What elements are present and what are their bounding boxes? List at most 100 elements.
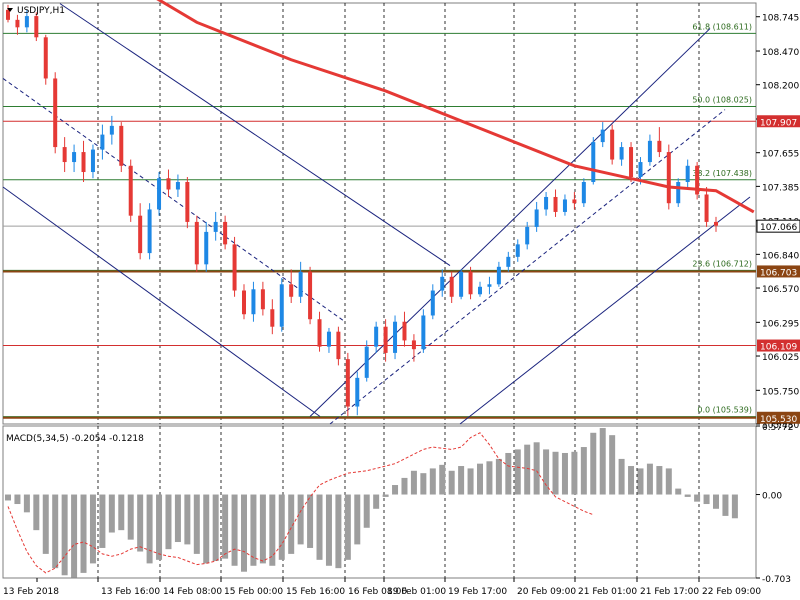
y-tick-label: 108.470 — [762, 48, 799, 58]
macd-histogram-bar — [731, 494, 738, 519]
macd-histogram-bar — [410, 470, 417, 495]
macd-histogram-bar — [703, 494, 710, 505]
macd-histogram-bar — [156, 494, 163, 560]
channel-line — [2, 186, 321, 417]
bear-candle-body — [572, 199, 577, 204]
macd-histogram-bar — [665, 468, 672, 495]
macd-histogram-bar — [278, 494, 285, 560]
candlestick-series — [6, 4, 718, 417]
y-tick-label: 106.025 — [762, 353, 799, 363]
bull-candle-body — [421, 315, 426, 350]
macd-histogram-bar — [23, 494, 30, 513]
macd-histogram-bar — [694, 494, 701, 502]
bull-candle-body — [430, 290, 435, 316]
bull-candle-body — [374, 326, 379, 347]
bear-candle-body — [34, 16, 39, 38]
bear-candle-body — [62, 147, 67, 163]
fib-level-label: 23.6 (106.712) — [692, 259, 752, 268]
moving-average-series — [156, 0, 755, 214]
macd-histogram-bar — [80, 494, 87, 573]
fib-level-label: 50.0 (108.025) — [692, 96, 752, 105]
y-tick-label: 107.655 — [762, 150, 799, 160]
macd-histogram-bar — [222, 494, 229, 559]
bear-candle-body — [336, 331, 341, 360]
macd-histogram-bar — [297, 494, 304, 545]
y-tick-label: 105.480 — [762, 421, 799, 431]
macd-histogram-bar — [505, 452, 512, 495]
macd-histogram-bar — [165, 494, 172, 550]
macd-histogram-bar — [486, 461, 493, 495]
macd-histogram-bar — [571, 451, 578, 495]
macd-histogram-bar — [354, 494, 361, 545]
macd-signal-line — [7, 432, 594, 574]
x-tick-label: 13 Feb 16:00 — [101, 587, 160, 597]
bull-candle-body — [638, 162, 643, 178]
x-tick-label: 14 Feb 08:00 — [163, 587, 222, 597]
macd-histogram-bar — [477, 463, 483, 495]
bull-candle-body — [364, 346, 369, 378]
macd-histogram-bar — [401, 477, 408, 495]
bull-candle-body — [326, 331, 331, 347]
bear-candle-body — [138, 215, 143, 254]
bear-candle-body — [242, 290, 246, 315]
macd-histogram-bar — [392, 485, 399, 495]
bull-candle-body — [100, 134, 105, 150]
x-tick-label: 21 Feb 17:00 — [640, 587, 699, 597]
price-tag-label: 106.109 — [760, 343, 797, 353]
bear-candle-body — [53, 78, 58, 148]
bull-candle-body — [204, 231, 209, 265]
bull-candle-body — [487, 284, 492, 287]
bull-candle-body — [213, 221, 218, 232]
macd-histogram-bar — [250, 494, 257, 566]
macd-histogram-bar — [675, 488, 682, 495]
bear-candle-body — [449, 276, 454, 297]
bear-candle-body — [704, 194, 709, 222]
bear-candle-body — [629, 147, 634, 178]
macd-histogram-bar — [14, 494, 21, 505]
x-tick-label: 15 Feb 16:00 — [286, 587, 345, 597]
macd-histogram-bar — [609, 435, 616, 495]
y-tick-label: 107.385 — [762, 183, 799, 193]
bear-candle-body — [166, 178, 171, 190]
macd-histogram-bar — [174, 494, 181, 543]
macd-histogram-bar — [193, 494, 200, 554]
bear-candle-body — [81, 152, 86, 173]
bull-candle-body — [459, 271, 464, 297]
macd-panel-border — [2, 425, 757, 579]
bull-candle-body — [600, 129, 605, 143]
bull-candle-body — [525, 226, 530, 245]
bull-candle-body — [647, 140, 652, 163]
macd-histogram-bar — [467, 468, 474, 495]
channel-line — [309, 28, 711, 417]
bear-candle-body — [610, 129, 615, 160]
macd-histogram-bar — [628, 466, 635, 495]
macd-histogram-bar — [533, 442, 540, 495]
bull-candle-body — [562, 199, 567, 212]
price-tag-box — [757, 339, 800, 352]
bull-candle-body — [298, 271, 303, 297]
y-tick-label: 108.745 — [762, 14, 799, 24]
bear-candle-body — [308, 271, 313, 320]
macd-histogram-bar — [344, 494, 351, 560]
macd-histogram-bar — [684, 494, 691, 497]
macd-histogram-bar — [269, 494, 276, 566]
macd-histogram-bar — [231, 494, 238, 566]
macd-histogram-bar — [33, 494, 40, 531]
macd-histogram-bar — [722, 494, 729, 516]
macd-histogram-bar — [543, 449, 550, 495]
macd-histogram-bar — [42, 494, 49, 554]
macd-histogram-bar — [552, 451, 559, 495]
macd-histogram-bar — [212, 494, 219, 562]
macd-histogram-bar — [458, 466, 465, 495]
chevron-down-icon[interactable] — [7, 8, 13, 12]
bear-candle-body — [468, 271, 473, 295]
bull-candle-body — [355, 377, 360, 407]
macd-series — [5, 428, 738, 578]
macd-histogram-bar — [439, 464, 446, 495]
macd-histogram-bar — [335, 494, 342, 569]
bear-candle-body — [666, 152, 671, 204]
bull-candle-body — [506, 256, 511, 267]
symbol-header[interactable]: USDJPY,H1 — [7, 6, 65, 16]
bear-candle-body — [289, 284, 294, 297]
macd-histogram-bar — [495, 458, 502, 495]
